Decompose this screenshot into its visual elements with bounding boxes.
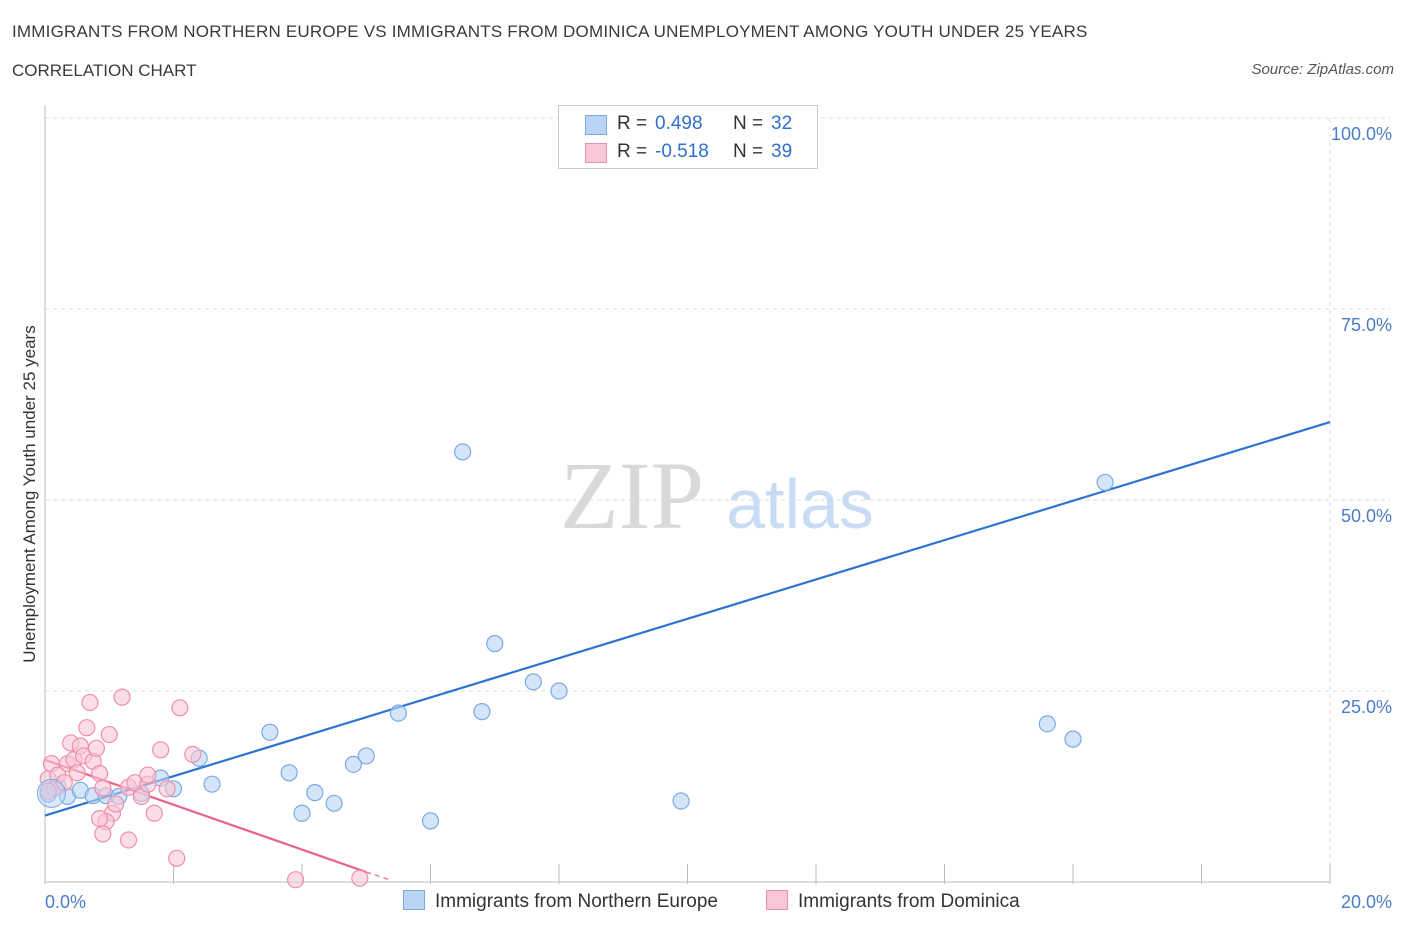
point-northern-europe-cluster bbox=[36, 778, 66, 808]
gridlines bbox=[45, 117, 1390, 882]
point-dominica bbox=[171, 699, 189, 717]
point-northern-europe bbox=[454, 443, 472, 461]
x-tick-label: 0.0% bbox=[45, 892, 86, 912]
point-northern-europe bbox=[550, 682, 568, 700]
point-dominica bbox=[351, 869, 369, 887]
point-dominica bbox=[113, 688, 131, 706]
point-northern-europe bbox=[261, 723, 279, 741]
point-northern-europe bbox=[280, 764, 298, 782]
point-northern-europe bbox=[357, 747, 375, 765]
legend-n-label: N = bbox=[733, 113, 764, 134]
legend-n-value: 39 bbox=[771, 141, 793, 162]
point-dominica bbox=[184, 745, 202, 764]
point-dominica bbox=[94, 825, 112, 843]
point-dominica bbox=[286, 871, 305, 889]
point-dominica bbox=[68, 764, 86, 782]
legend-n-label: N = bbox=[733, 141, 764, 162]
point-northern-europe bbox=[293, 804, 311, 822]
point-dominica bbox=[145, 804, 163, 822]
point-dominica bbox=[139, 766, 157, 784]
bottom-legend-label-northern-europe: Immigrants from Northern Europe bbox=[435, 891, 718, 912]
point-dominica bbox=[94, 779, 112, 797]
source-credit: Source: ZipAtlas.com bbox=[1251, 61, 1394, 78]
point-northern-europe bbox=[389, 704, 407, 722]
point-dominica bbox=[91, 809, 109, 828]
point-dominica bbox=[100, 725, 118, 744]
point-northern-europe bbox=[1064, 730, 1082, 748]
legend-swatch-dominica bbox=[585, 143, 607, 163]
y-tick-label: 25.0% bbox=[1341, 697, 1392, 717]
trend-line-dominica-extension bbox=[366, 871, 393, 882]
point-dominica bbox=[119, 831, 138, 849]
bottom-legend-dominica: Immigrants from Dominica bbox=[766, 890, 1020, 913]
chart-title: IMMIGRANTS FROM NORTHERN EUROPE VS IMMIG… bbox=[12, 22, 1088, 41]
point-northern-europe bbox=[421, 812, 440, 830]
point-northern-europe bbox=[473, 703, 491, 721]
point-dominica bbox=[81, 693, 99, 712]
y-axis-label: Unemployment Among Youth under 25 years bbox=[20, 325, 39, 662]
bottom-legend-northern-europe: Immigrants from Northern Europe bbox=[403, 890, 718, 913]
legend-r-value: -0.518 bbox=[655, 141, 709, 162]
watermark-atlas: atlas bbox=[726, 465, 874, 543]
point-northern-europe bbox=[524, 673, 542, 691]
point-dominica bbox=[87, 739, 106, 757]
trend-line-northern-europe bbox=[44, 421, 1331, 817]
point-dominica bbox=[91, 764, 109, 783]
point-northern-europe bbox=[203, 775, 221, 793]
point-northern-europe bbox=[1038, 715, 1056, 733]
axes bbox=[44, 105, 1331, 884]
point-dominica bbox=[78, 719, 96, 737]
point-dominica bbox=[168, 849, 186, 867]
point-northern-europe bbox=[672, 792, 690, 810]
y-tick-label: 100.0% bbox=[1331, 124, 1392, 144]
legend-swatch-northern-europe bbox=[585, 115, 607, 135]
chart-subtitle: CORRELATION CHART bbox=[12, 61, 197, 80]
correlation-legend: R = 0.498 N = 32 R = -0.518 N = 39 bbox=[558, 105, 818, 169]
bottom-legend-swatch-northern-europe bbox=[403, 890, 425, 910]
legend-n-value: 32 bbox=[771, 113, 793, 134]
point-northern-europe bbox=[325, 794, 343, 812]
legend-r-label: R = bbox=[617, 141, 648, 162]
point-dominica bbox=[152, 741, 170, 759]
bottom-legend-label-dominica: Immigrants from Dominica bbox=[798, 891, 1020, 912]
point-dominica bbox=[107, 795, 125, 813]
point-dominica bbox=[158, 780, 176, 798]
tick-labels: 100.0% 75.0% 50.0% 25.0% 0.0% 20.0% bbox=[45, 124, 1392, 912]
y-tick-label: 75.0% bbox=[1341, 315, 1392, 335]
watermark-zip: ZIP bbox=[560, 442, 704, 549]
legend-r-label: R = bbox=[617, 113, 648, 134]
point-northern-europe bbox=[344, 755, 362, 773]
data-points bbox=[36, 109, 1114, 889]
point-northern-europe bbox=[486, 635, 504, 653]
x-tick-label: 20.0% bbox=[1341, 892, 1392, 912]
legend-r-value: 0.498 bbox=[655, 113, 703, 134]
bottom-legend-swatch-dominica bbox=[766, 890, 788, 910]
y-tick-label: 50.0% bbox=[1341, 506, 1392, 526]
point-northern-europe bbox=[306, 784, 324, 802]
point-northern-europe bbox=[1096, 473, 1114, 492]
